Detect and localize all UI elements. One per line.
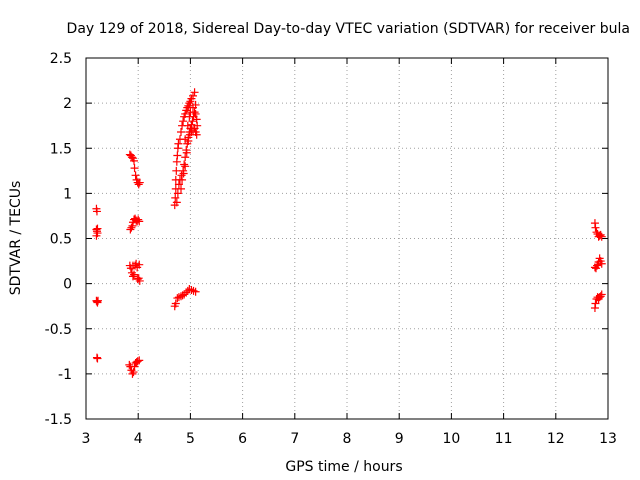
data-point — [185, 99, 194, 108]
data-point — [172, 198, 181, 207]
data-point — [181, 135, 190, 144]
data-point — [135, 178, 144, 187]
data-point — [591, 299, 600, 308]
data-point — [190, 124, 199, 133]
data-point — [94, 296, 103, 305]
data-point — [179, 117, 188, 126]
data-point — [189, 91, 198, 100]
x-tick-label: 13 — [599, 431, 617, 447]
y-tick-label: 2 — [63, 96, 72, 112]
plot-frame — [85, 57, 609, 420]
data-point — [182, 148, 191, 157]
data-point — [128, 261, 137, 270]
data-point — [130, 362, 139, 371]
data-point — [185, 112, 194, 121]
data-point — [177, 128, 186, 137]
data-point — [174, 180, 183, 189]
data-point — [171, 299, 180, 308]
data-point — [596, 230, 605, 239]
data-point — [134, 180, 143, 189]
data-point — [135, 260, 144, 269]
data-point — [93, 354, 102, 363]
y-tick-label: 1.5 — [50, 141, 72, 157]
data-point — [181, 153, 190, 162]
data-point — [191, 109, 200, 118]
x-tick-label: 12 — [547, 431, 565, 447]
data-point — [92, 231, 101, 240]
y-tick-label: -1.5 — [45, 412, 72, 428]
data-point — [180, 160, 189, 169]
data-point — [172, 166, 181, 175]
x-tick-labels: 3 4 5 6 7 8 9 10 11 12 13 — [82, 431, 617, 447]
y-tick-labels: -1.5 -1 -0.5 0 0.5 1 1.5 2 2.5 — [45, 51, 72, 428]
data-point — [174, 139, 183, 148]
x-tick-label: 10 — [442, 431, 460, 447]
data-point — [181, 162, 190, 171]
data-point — [135, 276, 144, 285]
data-point — [192, 130, 201, 139]
data-point — [190, 88, 199, 97]
data-point — [128, 369, 137, 378]
data-point — [597, 290, 606, 299]
data-point — [130, 164, 139, 173]
data-point — [135, 356, 144, 365]
data-point — [181, 109, 190, 118]
x-tick-label: 8 — [343, 431, 352, 447]
data-point — [131, 171, 140, 180]
data-point — [597, 232, 606, 241]
data-points — [92, 88, 606, 378]
y-tick-label: 0.5 — [50, 232, 72, 248]
y-tick-label: 0 — [63, 277, 72, 293]
data-point — [128, 272, 137, 281]
data-point — [127, 223, 136, 232]
data-point — [127, 268, 136, 277]
data-point — [189, 286, 198, 295]
data-point — [591, 223, 600, 232]
data-point — [188, 117, 197, 126]
data-point — [130, 156, 139, 165]
data-point — [133, 357, 142, 366]
grid — [86, 58, 608, 419]
data-point — [171, 193, 180, 202]
data-point — [186, 108, 195, 117]
x-tick-label: 5 — [186, 431, 195, 447]
data-point — [597, 259, 606, 268]
data-point — [178, 175, 187, 184]
data-point — [593, 261, 602, 270]
data-point — [135, 217, 144, 226]
data-point — [125, 360, 134, 369]
data-point — [596, 292, 605, 301]
y-axis-label: SDTVAR / TECUs — [8, 181, 24, 296]
data-point — [92, 207, 101, 216]
data-point — [173, 294, 182, 303]
data-point — [93, 224, 102, 233]
data-point — [177, 184, 186, 193]
x-tick-label: 4 — [134, 431, 143, 447]
y-tick-label: -0.5 — [45, 322, 72, 338]
x-tick-label: 11 — [495, 431, 513, 447]
y-tick-label: 1 — [63, 186, 72, 202]
x-axis-label: GPS time / hours — [285, 459, 402, 475]
data-point — [179, 169, 188, 178]
y-tick-label: 2.5 — [50, 51, 72, 67]
data-point — [183, 121, 192, 130]
data-point — [129, 368, 138, 377]
data-point — [134, 215, 143, 224]
data-point — [173, 151, 182, 160]
data-point — [173, 189, 182, 198]
data-point — [130, 270, 139, 279]
y-tick-label: -1 — [58, 367, 72, 383]
data-point — [191, 287, 200, 296]
x-tick-label: 7 — [290, 431, 299, 447]
data-point — [126, 225, 135, 234]
data-point — [191, 100, 200, 109]
x-tick-label: 3 — [82, 431, 91, 447]
x-tick-label: 6 — [238, 431, 247, 447]
x-tick-label: 9 — [395, 431, 404, 447]
chart-title: Day 129 of 2018, Sidereal Day-to-day VTE… — [67, 21, 630, 37]
